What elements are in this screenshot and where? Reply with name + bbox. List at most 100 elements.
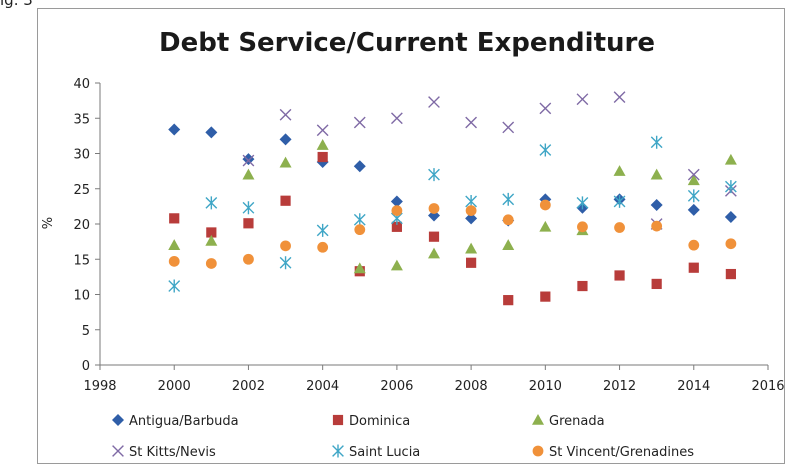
data-point [428, 247, 440, 259]
chart-container: Debt Service/Current Expenditure % 0 5 10 1… [37, 8, 785, 464]
data-point [428, 168, 440, 182]
legend-marker [532, 445, 544, 457]
x-tick-label: 1998 [83, 379, 116, 394]
data-point [724, 180, 737, 194]
series-antigua-barbuda [168, 123, 737, 227]
series-st-kitts-nevis [242, 91, 737, 230]
y-tick-label: 20 [73, 218, 90, 233]
x-tick-label: 2008 [455, 379, 488, 394]
debt-service-chart: Debt Service/Current Expenditure % 0 5 10 1… [41, 28, 785, 460]
data-point [577, 221, 588, 233]
data-point [242, 153, 255, 166]
data-point [279, 156, 292, 168]
data-point [316, 124, 329, 137]
data-point [502, 121, 515, 134]
data-point [539, 102, 552, 115]
data-point [503, 295, 514, 306]
legend-marker [332, 444, 344, 458]
data-point [613, 91, 626, 103]
data-point [391, 221, 402, 232]
series-grenada [168, 139, 737, 274]
legend-item: Antigua/Barbuda [112, 414, 239, 429]
data-point [205, 126, 218, 139]
data-point [428, 231, 440, 242]
data-point [316, 139, 329, 150]
data-point [687, 168, 700, 181]
data-point [243, 218, 254, 229]
data-point [354, 224, 366, 236]
data-point [279, 108, 292, 121]
data-point [688, 239, 700, 251]
data-point [280, 195, 291, 206]
data-point [539, 220, 552, 232]
data-point [390, 195, 403, 208]
legend: Antigua/Barbuda Dominica Grenada St Kitts/N… [112, 414, 694, 460]
data-point [651, 220, 663, 232]
y-tick-label: 35 [73, 112, 90, 127]
legend-item: Dominica [332, 414, 410, 429]
chart-title: Debt Service/Current Expenditure [159, 28, 655, 58]
data-point [466, 257, 477, 268]
x-tick-label: 2002 [232, 379, 265, 394]
data-point [280, 240, 291, 252]
legend-item: Saint Lucia [332, 444, 420, 460]
legend-label: Saint Lucia [349, 445, 420, 460]
data-point [279, 256, 292, 270]
data-point [687, 203, 700, 216]
y-tick-label: 40 [73, 77, 90, 92]
data-point [650, 198, 663, 211]
data-point [687, 189, 700, 203]
legend-marker [112, 414, 124, 426]
data-point [724, 210, 737, 223]
data-point [168, 239, 181, 250]
data-point [242, 168, 255, 180]
legend-marker [112, 445, 124, 457]
x-tick-label: 2000 [158, 379, 191, 394]
x-tick-label: 2010 [529, 379, 562, 394]
legend-label: St Vincent/Grenadines [549, 445, 694, 460]
data-point [168, 279, 181, 293]
data-point [465, 116, 478, 129]
legend-label: Dominica [349, 414, 410, 429]
y-tick-label: 15 [73, 253, 90, 268]
x-tick-label: 2004 [306, 379, 339, 394]
data-point [613, 165, 626, 176]
data-point [539, 199, 551, 211]
data-point [205, 196, 218, 210]
data-point [353, 262, 366, 274]
legend-item: St Kitts/Nevis [112, 445, 216, 460]
x-tick-label: 2014 [677, 379, 710, 394]
data-point [651, 278, 662, 290]
data-point [614, 270, 625, 281]
data-point [539, 143, 552, 157]
axes: 0 5 10 15 20 25 30 35 40 1998 2000 2002 2004 2006 2008… [73, 77, 784, 394]
data-point [353, 160, 366, 173]
y-tick-label: 25 [73, 183, 90, 198]
data-point [428, 203, 440, 214]
data-point [316, 223, 329, 237]
series-saint-lucia [168, 135, 737, 293]
data-point [279, 133, 292, 146]
data-point [576, 93, 589, 106]
data-point [613, 194, 626, 208]
data-point [243, 253, 254, 265]
data-point [650, 135, 663, 149]
data-point [577, 280, 588, 292]
data-point [465, 205, 477, 217]
data-point [317, 241, 329, 253]
x-tick-label: 2012 [603, 379, 636, 394]
data-point [502, 239, 515, 250]
legend-label: St Kitts/Nevis [129, 445, 216, 460]
legend-item: St Vincent/Grenadines [532, 445, 694, 460]
data-point [168, 123, 181, 136]
data-point [465, 212, 478, 225]
data-point [725, 268, 736, 280]
data-point [502, 192, 515, 206]
data-point [391, 205, 403, 217]
legend-item: Grenada [532, 414, 605, 429]
series-dominica [169, 151, 736, 306]
data-point [650, 168, 663, 180]
data-point [687, 174, 700, 186]
data-point [724, 153, 737, 165]
data-point [390, 112, 403, 125]
